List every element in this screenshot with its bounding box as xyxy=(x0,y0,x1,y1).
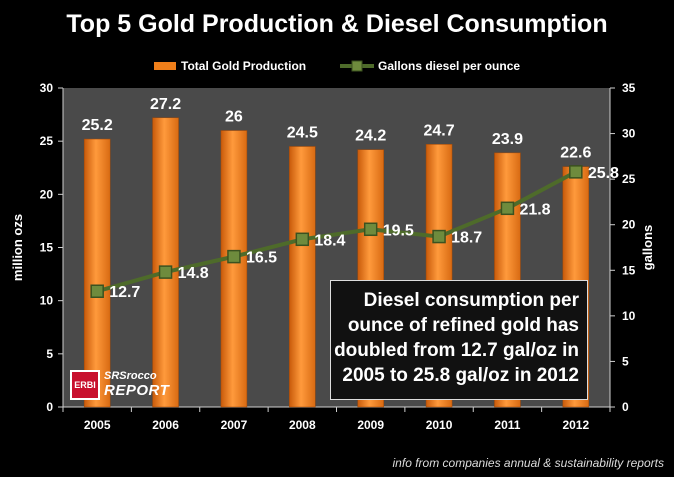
y2-tick-label: 10 xyxy=(622,309,636,323)
callout-line: ounce of refined gold has xyxy=(347,315,579,336)
callout-line: doubled from 12.7 gal/oz in xyxy=(334,340,579,361)
y-tick-label: 25 xyxy=(40,134,54,148)
annotation-callout: Diesel consumption per ounce of refined … xyxy=(330,280,588,400)
x-tick-label: 2005 xyxy=(84,418,111,432)
diesel-marker xyxy=(295,232,310,247)
srsrocco-logo: ERBI SRSrocco REPORT xyxy=(70,370,174,400)
logo-badge-text: ERBI xyxy=(74,380,96,390)
x-tick-label: 2007 xyxy=(221,418,248,432)
callout-line: 2005 to 25.8 gal/oz in 2012 xyxy=(342,365,579,386)
y-tick-label: 15 xyxy=(40,241,54,255)
y2-tick-label: 5 xyxy=(622,354,629,368)
bar-value-label: 23.9 xyxy=(492,131,523,148)
x-tick-label: 2008 xyxy=(289,418,316,432)
y-tick-label: 30 xyxy=(40,81,54,95)
source-note: info from companies annual & sustainabil… xyxy=(392,456,664,470)
bar-value-label: 24.2 xyxy=(355,128,386,145)
diesel-value-label: 25.8 xyxy=(588,165,619,182)
x-tick-label: 2010 xyxy=(426,418,453,432)
logo-text-top: SRSrocco xyxy=(104,370,157,382)
bar-gold-production xyxy=(220,130,248,408)
legend: Total Gold Production Gallons diesel per … xyxy=(154,59,520,73)
bar-value-label: 22.6 xyxy=(560,145,591,162)
bar-value-label: 24.7 xyxy=(423,122,454,139)
data-labels: 25.2 27.2 26 24.5 24.2 24.7 23.9 22.6 12.7 14.8 16… xyxy=(82,96,619,301)
x-tick-label: 2006 xyxy=(152,418,179,432)
diesel-marker xyxy=(227,249,241,264)
bar-value-label: 24.5 xyxy=(287,124,318,141)
legend-label-line: Gallons diesel per ounce xyxy=(378,59,520,73)
diesel-value-label: 12.7 xyxy=(109,284,140,301)
y2-tick-label: 15 xyxy=(622,263,636,277)
y-tick-label: 10 xyxy=(40,294,54,308)
diesel-value-label: 18.7 xyxy=(451,230,482,247)
chart-title: Top 5 Gold Production & Diesel Consumpti… xyxy=(66,10,607,38)
x-tick-label: 2009 xyxy=(357,418,384,432)
bar-gold-production xyxy=(83,138,111,408)
diesel-marker xyxy=(500,201,515,216)
x-tick-label: 2011 xyxy=(494,418,520,432)
y2-tick-label: 0 xyxy=(622,400,629,414)
diesel-line xyxy=(96,170,577,294)
axes: 0 5 10 15 20 25 30 0 5 10 15 20 25 30 35 2005 2006 2007 20… xyxy=(40,81,636,432)
logo-text-bottom: REPORT xyxy=(104,382,170,399)
diesel-value-label: 19.5 xyxy=(383,222,414,239)
diesel-value-label: 18.4 xyxy=(314,232,345,249)
bar-value-label: 27.2 xyxy=(150,96,181,113)
y2-tick-label: 35 xyxy=(622,81,636,95)
bar-gold-production xyxy=(289,146,316,408)
y2-axis-title: gallons xyxy=(640,225,655,271)
y2-tick-label: 25 xyxy=(622,172,636,186)
line-series xyxy=(90,165,583,298)
bar-value-label: 26 xyxy=(225,109,243,126)
legend-label-bar: Total Gold Production xyxy=(181,59,306,73)
diesel-value-label: 21.8 xyxy=(519,201,550,218)
diesel-value-label: 16.5 xyxy=(246,250,277,267)
diesel-marker xyxy=(432,229,446,244)
diesel-marker xyxy=(569,165,583,179)
diesel-marker xyxy=(363,222,378,237)
legend-swatch-bar xyxy=(154,62,176,70)
x-tick-label: 2012 xyxy=(562,418,589,432)
bar-gold-production xyxy=(152,117,179,408)
callout-line: Diesel consumption per xyxy=(363,290,579,311)
y-tick-label: 0 xyxy=(46,400,53,414)
diesel-value-label: 14.8 xyxy=(178,265,209,282)
y2-tick-label: 20 xyxy=(622,218,636,232)
bar-value-label: 25.2 xyxy=(82,117,113,134)
legend-swatch-marker xyxy=(351,60,363,72)
y-tick-label: 5 xyxy=(46,347,53,361)
diesel-marker xyxy=(158,265,173,279)
y2-tick-label: 30 xyxy=(622,127,636,141)
y-axis-title: million ozs xyxy=(10,214,25,281)
y-tick-label: 20 xyxy=(40,187,54,201)
diesel-marker xyxy=(90,284,104,298)
logo-badge: ERBI xyxy=(70,370,100,400)
